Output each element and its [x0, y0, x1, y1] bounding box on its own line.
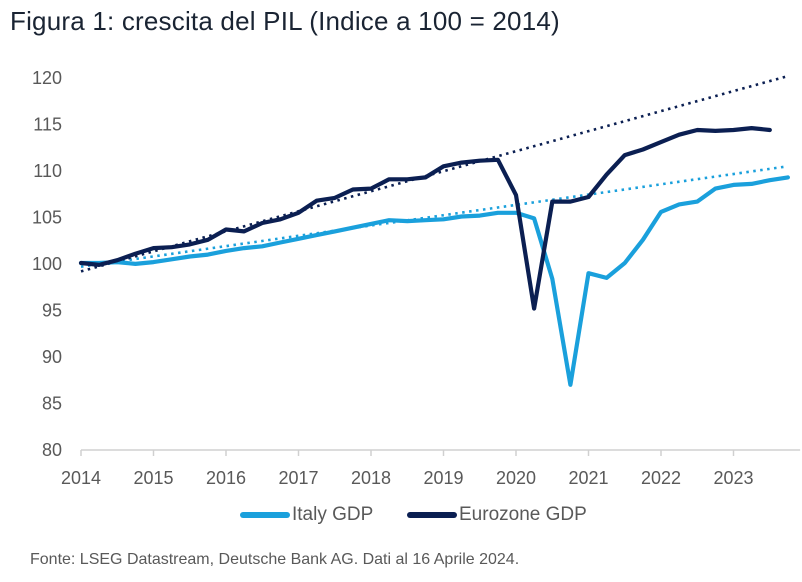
x-tick-label: 2023 — [713, 468, 753, 488]
legend-label-eurozone: Eurozone GDP — [459, 504, 587, 525]
y-tick-label: 90 — [42, 347, 62, 367]
y-tick-label: 85 — [42, 394, 62, 414]
legend-item-eurozone: Eurozone GDP — [407, 504, 587, 526]
y-tick-label: 95 — [42, 301, 62, 321]
trend-lines — [80, 74, 789, 273]
x-tick-label: 2015 — [133, 468, 173, 488]
legend-swatch-italy — [240, 512, 290, 518]
y-tick-label: 110 — [33, 161, 62, 181]
x-tick-label: 2022 — [641, 468, 681, 488]
x-axis: 2014 2015 2016 2017 2018 2019 2020 2021 2022 2023 — [61, 449, 801, 488]
source-note: Fonte: LSEG Datastream, Deutsche Bank AG… — [30, 551, 520, 568]
y-tick-label: 100 — [32, 254, 62, 274]
italy-trend-line — [80, 164, 789, 269]
x-tick-label: 2020 — [496, 468, 536, 488]
x-tick-label: 2021 — [568, 468, 608, 488]
legend: Italy GDP Eurozone GDP — [0, 504, 802, 530]
y-tick-label: 120 — [32, 68, 62, 88]
x-tick-label: 2018 — [351, 468, 391, 488]
legend-swatch-eurozone — [407, 512, 457, 518]
italy-gdp-line — [78, 175, 790, 387]
y-tick-label: 80 — [42, 440, 62, 460]
x-tick-label: 2017 — [278, 468, 318, 488]
x-tick-label: 2019 — [423, 468, 463, 488]
y-tick-label: 115 — [33, 115, 62, 135]
legend-label-italy: Italy GDP — [292, 504, 374, 525]
line-chart: 80 85 90 95 100 105 110 115 120 2014 2015 2016 2017… — [32, 68, 801, 488]
x-tick-label: 2016 — [206, 468, 246, 488]
eurozone-trend-line — [80, 74, 789, 273]
x-tick-label: 2014 — [61, 468, 101, 488]
y-axis-tick-labels: 80 85 90 95 100 105 110 115 120 — [32, 68, 62, 460]
chart-title: Figura 1: crescita del PIL (Indice a 100… — [10, 6, 560, 36]
y-tick-label: 105 — [32, 208, 62, 228]
legend-item-italy: Italy GDP — [240, 504, 373, 526]
series-lines — [78, 126, 790, 387]
